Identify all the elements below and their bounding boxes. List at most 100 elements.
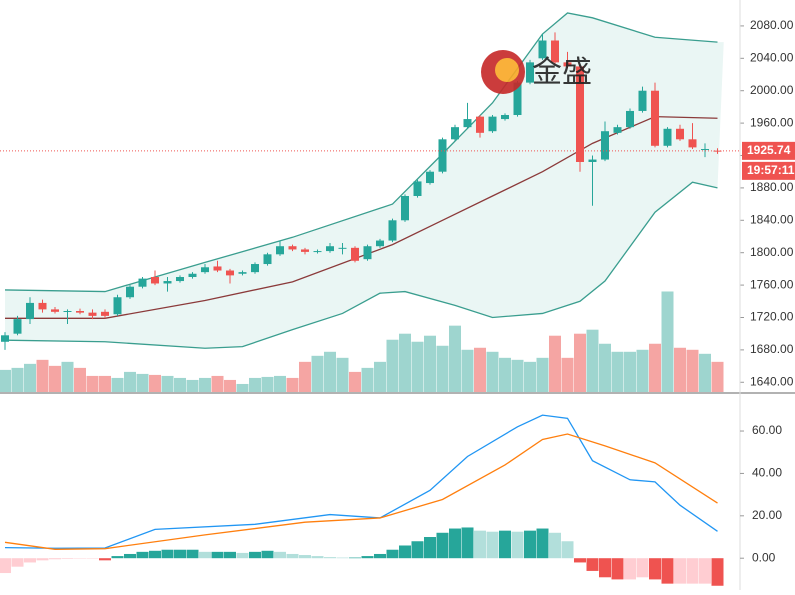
candle-body — [201, 267, 209, 272]
volume-bar — [12, 368, 24, 392]
candle-body — [414, 181, 422, 196]
macd-histogram-bar — [424, 537, 436, 558]
macd-histogram-bar — [412, 541, 424, 558]
volume-bar — [162, 376, 174, 392]
macd-histogram-bar — [187, 550, 199, 558]
volume-bar — [149, 375, 161, 392]
candle-body — [439, 139, 447, 171]
volume-bar — [399, 334, 411, 392]
candle-body — [214, 266, 222, 270]
macd-histogram-bar — [337, 558, 349, 559]
volume-bar — [537, 358, 549, 392]
volume-bar — [662, 291, 674, 392]
candle-body — [501, 115, 509, 119]
volume-bar — [349, 372, 361, 392]
volume-bar — [599, 344, 611, 392]
macd-histogram-bar — [649, 558, 661, 579]
macd-histogram-bar — [199, 552, 211, 558]
candle-body — [489, 117, 497, 132]
candle-body — [626, 111, 634, 127]
candle-body — [139, 279, 147, 287]
volume-bar — [424, 336, 436, 392]
y-tick-label: 1840.00 — [750, 212, 794, 226]
y-tick-label: 2040.00 — [750, 50, 794, 64]
last-price-label: 1925.74 — [747, 143, 791, 157]
macd-histogram-bar — [12, 558, 24, 566]
candle-body — [339, 248, 347, 249]
volume-bar — [512, 360, 524, 392]
y-tick-label: 20.00 — [752, 508, 782, 522]
candle-body — [701, 149, 709, 150]
volume-bar — [587, 330, 599, 392]
volume-bar — [637, 350, 649, 392]
candle-body — [101, 312, 109, 316]
logo-text: 金盛 — [532, 56, 592, 89]
macd-histogram-bar — [274, 552, 286, 558]
macd-histogram-bar — [474, 531, 486, 559]
volume-bar — [299, 362, 311, 392]
candle-body — [89, 313, 97, 316]
candle-body — [289, 246, 297, 249]
candle-body — [426, 172, 434, 183]
macd-histogram-bar — [612, 558, 624, 579]
macd-histogram-bar — [662, 558, 674, 583]
macd-histogram-bar — [449, 529, 461, 559]
macd-histogram-bar — [224, 552, 236, 558]
volume-bar — [87, 376, 99, 392]
candle-body — [76, 311, 84, 313]
macd-histogram-bar — [387, 550, 399, 558]
volume-bar — [199, 378, 211, 392]
macd-histogram-bar — [562, 541, 574, 558]
macd-histogram-bar — [249, 552, 261, 558]
macd-histogram-bar — [137, 552, 149, 558]
volume-bar — [524, 362, 536, 392]
candle-body — [251, 264, 259, 272]
volume-bar — [324, 352, 336, 392]
candle-body — [1, 335, 9, 341]
candle-body — [264, 254, 272, 264]
macd-histogram-bar — [462, 527, 474, 558]
candle-body — [476, 117, 484, 133]
macd-histogram-bar — [437, 533, 449, 558]
candle-body — [664, 129, 672, 146]
macd-histogram-bar — [524, 531, 536, 559]
volume-bar — [674, 348, 686, 392]
candle-body — [301, 249, 309, 251]
macd-histogram-bar — [0, 558, 11, 573]
volume-bar — [287, 378, 299, 392]
macd-histogram-bar — [624, 558, 636, 579]
candle-body — [39, 303, 47, 309]
y-tick-label: 1640.00 — [750, 374, 794, 388]
candle-body — [676, 129, 684, 140]
candle-body — [51, 309, 59, 311]
candle-body — [26, 303, 34, 319]
macd-histogram-bar — [712, 558, 724, 586]
macd-histogram-bar — [574, 558, 586, 562]
macd-histogram-bar — [487, 532, 499, 558]
volume-bar — [224, 380, 236, 392]
volume-bar — [187, 380, 199, 392]
candle-body — [451, 127, 459, 139]
macd-histogram-bar — [312, 556, 324, 558]
macd-histogram-bar — [637, 558, 649, 577]
candle-body — [639, 91, 647, 111]
macd-histogram-bar — [699, 558, 711, 583]
logo-inner — [495, 58, 519, 82]
volume-bar — [137, 374, 149, 392]
macd-histogram-bar — [212, 552, 224, 558]
candle-body — [226, 271, 234, 276]
candle-body — [164, 281, 172, 283]
volume-bar — [124, 372, 136, 392]
watermark: 金盛 — [481, 50, 592, 94]
candle-body — [326, 246, 334, 251]
volume-bar — [649, 344, 661, 392]
volume-bar — [274, 376, 286, 392]
y-tick-label: 1760.00 — [750, 277, 794, 291]
macd-histogram-bar — [287, 554, 299, 558]
candle-body — [601, 131, 609, 159]
macd-histogram-bar — [62, 558, 74, 559]
y-tick-label: 2080.00 — [750, 18, 794, 32]
volume-bar — [612, 352, 624, 392]
macd-histogram-bar — [374, 554, 386, 558]
y-tick-label: 0.00 — [752, 550, 776, 564]
